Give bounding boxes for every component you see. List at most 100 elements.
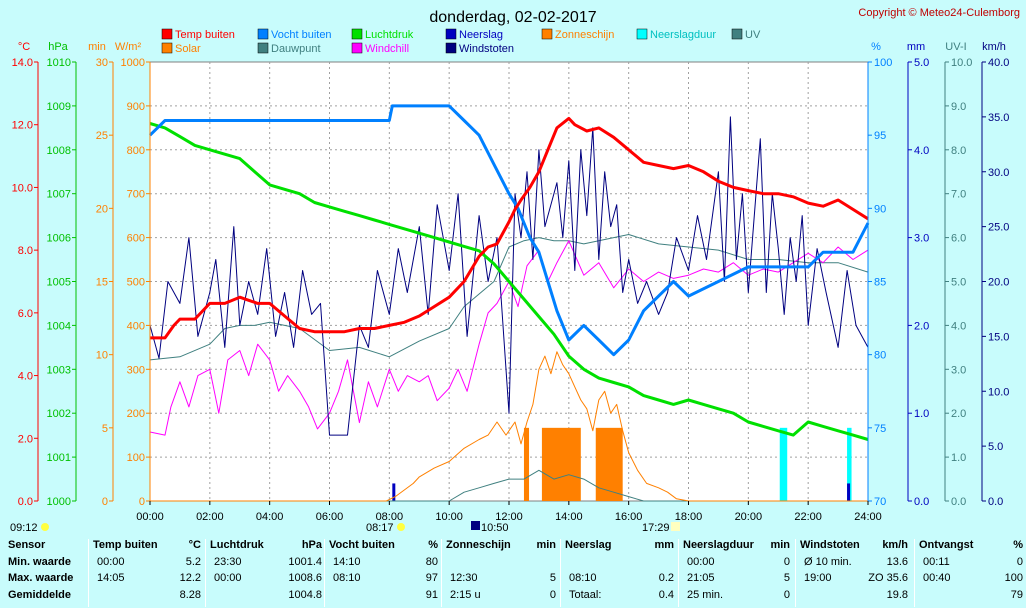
sunset-icon <box>671 522 680 531</box>
stats-unit: km/h <box>882 539 908 551</box>
stats-separator <box>560 539 561 607</box>
axis-rain-tick-label: 5.0 <box>914 57 929 69</box>
axis-sunmin-tick-label: 0 <box>102 496 108 508</box>
axis-pressure-tick-label: 1009 <box>47 101 71 113</box>
stats-value: 1008.6 <box>288 572 322 584</box>
axis-rain-tick-label: 0.0 <box>914 496 929 508</box>
axis-sunmin-tick-label: 15 <box>96 277 108 289</box>
axis-solar-unit: W/m² <box>115 41 142 53</box>
legend-label: Temp buiten <box>175 29 235 41</box>
bar-zonneschijn <box>523 427 530 501</box>
axis-pressure-tick-label: 1006 <box>47 233 71 245</box>
stats-separator <box>88 539 89 607</box>
stats-unit: °C <box>188 539 201 551</box>
stats-unit: hPa <box>301 539 322 551</box>
x-tick-label: 08:00 <box>376 511 404 523</box>
legend-label: Luchtdruk <box>365 29 414 41</box>
stats-cell: 14:10 <box>333 555 361 568</box>
axis-wind-tick-label: 10.0 <box>988 386 1009 398</box>
stats-col-8: Ontvangst% 00:11 0 00:40 100 79 <box>919 537 1023 608</box>
stats-separator <box>205 539 206 607</box>
x-tick-label: 22:00 <box>794 511 822 523</box>
chart-title: donderdag, 02-02-2017 <box>429 9 596 26</box>
legend-swatch <box>731 28 743 40</box>
series-vocht-buiten <box>148 104 870 357</box>
axis-solar-tick-label: 500 <box>127 277 145 289</box>
axis-uv-unit: UV-I <box>945 41 966 53</box>
axis-humidity-tick-label: 85 <box>874 277 886 289</box>
bar-neerslagduur <box>847 427 852 501</box>
max-sun-icon <box>471 521 480 530</box>
axis-pressure-tick-label: 1007 <box>47 189 71 201</box>
stats-header: Neerslag <box>565 539 612 551</box>
axis-uv-tick-label: 1.0 <box>951 452 966 464</box>
axis-temp-tick-label: 8.0 <box>18 245 33 257</box>
sun-events: 09:12 08:17 10:50 17:29 <box>10 521 680 534</box>
chart-bars <box>392 427 852 501</box>
stats-cell: 19:00 <box>804 572 832 584</box>
axis-uv-tick-label: 7.0 <box>951 189 966 201</box>
axis-wind-tick-label: 35.0 <box>988 112 1009 124</box>
axis-solar-tick-label: 800 <box>127 145 145 157</box>
series-dauwpunt <box>149 234 869 361</box>
stats-unit: % <box>428 539 438 551</box>
stats-cell: Max. waarde <box>8 572 74 584</box>
stats-value: 79 <box>1010 588 1023 601</box>
stats-value: 8.28 <box>179 588 201 601</box>
bar-neerslag <box>392 483 396 501</box>
stats-value: 0 <box>1016 555 1023 568</box>
series-luchtdruk <box>149 122 869 441</box>
axis-sunmin-unit: min <box>88 41 106 53</box>
stats-unit: % <box>1013 539 1023 551</box>
x-tick-label: 02:00 <box>196 511 224 523</box>
axis-solar-tick-label: 1000 <box>121 57 145 69</box>
stats-cell: 00:00 <box>97 555 125 568</box>
x-tick-label: 06:00 <box>316 511 344 523</box>
axis-humidity-tick-label: 90 <box>874 203 886 215</box>
axis-temp-tick-label: 12.0 <box>12 120 33 132</box>
stats-col-5: Neerslag mm 08:10 0.2 Totaal: 0.4 <box>565 537 674 608</box>
stats-value: 100 <box>1004 572 1023 584</box>
bar-zonneschijn <box>595 427 623 501</box>
weather-chart: °C0.02.04.06.08.010.012.014.0hPa10001001… <box>10 7 1020 534</box>
axis-solar-tick-label: 100 <box>127 452 145 464</box>
series-solar <box>150 351 868 502</box>
axis-humidity-unit: % <box>871 41 881 53</box>
axis-humidity-tick-label: 80 <box>874 350 886 362</box>
stats-cell: Gemiddelde <box>8 588 71 601</box>
stats-value: 5.2 <box>185 555 201 568</box>
axis-pressure-tick-label: 1010 <box>47 57 71 69</box>
stats-value: 5 <box>783 572 790 584</box>
series-temp-buiten <box>150 116 869 340</box>
stats-cell: 23:30 <box>214 555 242 568</box>
x-tick-label: 16:00 <box>615 511 643 523</box>
stats-cell: 25 min. <box>687 588 724 601</box>
axis-pressure-tick-label: 1002 <box>47 408 71 420</box>
x-tick-label: 24:00 <box>854 511 882 523</box>
x-tick-label: 18:00 <box>675 511 703 523</box>
axis-temp-tick-label: 4.0 <box>18 371 33 383</box>
axis-solar-tick-label: 300 <box>127 364 145 376</box>
stats-separator <box>795 539 796 607</box>
axis-rain-tick-label: 1.0 <box>914 408 929 420</box>
stats-separator <box>324 539 325 607</box>
stats-separator <box>441 539 442 607</box>
axis-sunmin-tick-label: 20 <box>96 203 108 215</box>
legend-label: UV <box>745 29 761 41</box>
stats-cell: 08:10 <box>333 572 361 584</box>
axis-pressure-tick-label: 1008 <box>47 145 71 157</box>
x-tick-label: 10:00 <box>435 511 463 523</box>
stats-value: 0 <box>783 588 790 601</box>
axis-wind-unit: km/h <box>982 41 1006 53</box>
stats-value: 0.2 <box>658 572 674 584</box>
copyright: Copyright © Meteo24-Culemborg <box>858 7 1020 19</box>
stats-value: 80 <box>425 555 438 568</box>
stats-cell: 00:40 <box>923 572 951 584</box>
stats-header: Ontvangst <box>919 539 974 551</box>
sunrise-time: 08:17 <box>366 522 394 534</box>
stats-cell: 00:11 <box>923 555 950 568</box>
stats-value: ZO 35.6 <box>868 572 908 584</box>
stats-value: 12.2 <box>179 572 201 584</box>
axis-temp-tick-label: 10.0 <box>12 182 33 194</box>
stats-cell: 00:00 <box>687 555 715 568</box>
